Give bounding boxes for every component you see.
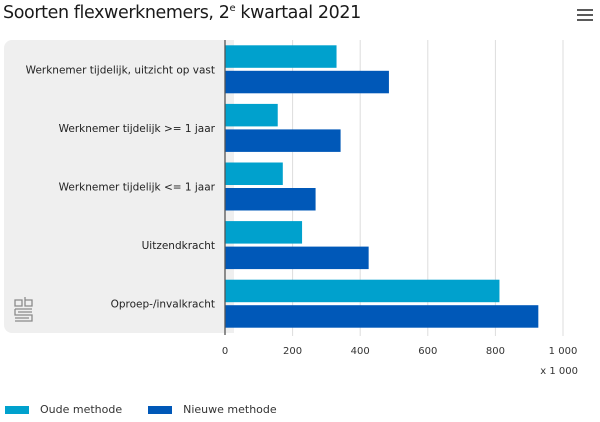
- bar-oude-methode[interactable]: [225, 103, 278, 127]
- menu-line: [577, 18, 593, 21]
- menu-line: [577, 13, 593, 17]
- legend: Oude methode Nieuwe methode: [5, 403, 303, 416]
- bar-nieuwe-methode[interactable]: [225, 70, 389, 94]
- x-tick-label: 400: [351, 346, 370, 357]
- legend-item-oude-methode[interactable]: Oude methode: [5, 403, 122, 416]
- x-tick-label: 200: [283, 346, 302, 357]
- category-labels: Werknemer tijdelijk, uitzicht op vast Wer…: [26, 64, 216, 310]
- cbs-logo-icon: [14, 296, 34, 328]
- x-tick-label: 800: [486, 346, 505, 357]
- title-text-rest: kwartaal 2021: [235, 3, 361, 23]
- legend-swatch: [148, 405, 173, 414]
- chart-title: Soorten flexwerknemers, 2e kwartaal 2021: [3, 3, 361, 23]
- bar-nieuwe-methode[interactable]: [225, 305, 539, 328]
- title-superscript: e: [229, 3, 236, 14]
- category-label-panel: [4, 40, 234, 333]
- tick-labels: 0 200 400 600 800 1 000: [222, 346, 578, 357]
- bar-oude-methode[interactable]: [225, 162, 283, 186]
- bar-oude-methode[interactable]: [225, 221, 303, 244]
- category-label: Werknemer tijdelijk, uitzicht op vast: [26, 64, 215, 76]
- x-unit-label: x 1 000: [540, 366, 578, 377]
- x-tick-label: 1 000: [549, 346, 578, 357]
- legend-label: Nieuwe methode: [183, 403, 277, 416]
- x-tick-label: 0: [222, 346, 228, 357]
- bar-chart: Werknemer tijdelijk, uitzicht op vast Wer…: [26, 40, 578, 377]
- category-label: Werknemer tijdelijk <= 1 jaar: [59, 182, 216, 194]
- title-text: Soorten flexwerknemers, 2: [3, 3, 230, 23]
- hamburger-menu-icon[interactable]: [577, 9, 593, 21]
- category-label: Uitzendkracht: [142, 240, 215, 252]
- bar-nieuwe-methode[interactable]: [225, 188, 316, 211]
- category-label: Werknemer tijdelijk >= 1 jaar: [59, 123, 216, 135]
- bar-oude-methode[interactable]: [225, 279, 500, 303]
- bars: [225, 45, 539, 328]
- category-label: Oproep-/invalkracht: [111, 299, 215, 311]
- bar-oude-methode[interactable]: [225, 45, 337, 68]
- bar-nieuwe-methode[interactable]: [225, 246, 369, 270]
- x-tick-label: 600: [418, 346, 437, 357]
- legend-swatch: [5, 405, 29, 414]
- bar-nieuwe-methode[interactable]: [225, 129, 341, 152]
- legend-item-nieuwe-methode[interactable]: Nieuwe methode: [148, 403, 277, 416]
- legend-label: Oude methode: [40, 403, 123, 416]
- menu-line: [577, 9, 593, 12]
